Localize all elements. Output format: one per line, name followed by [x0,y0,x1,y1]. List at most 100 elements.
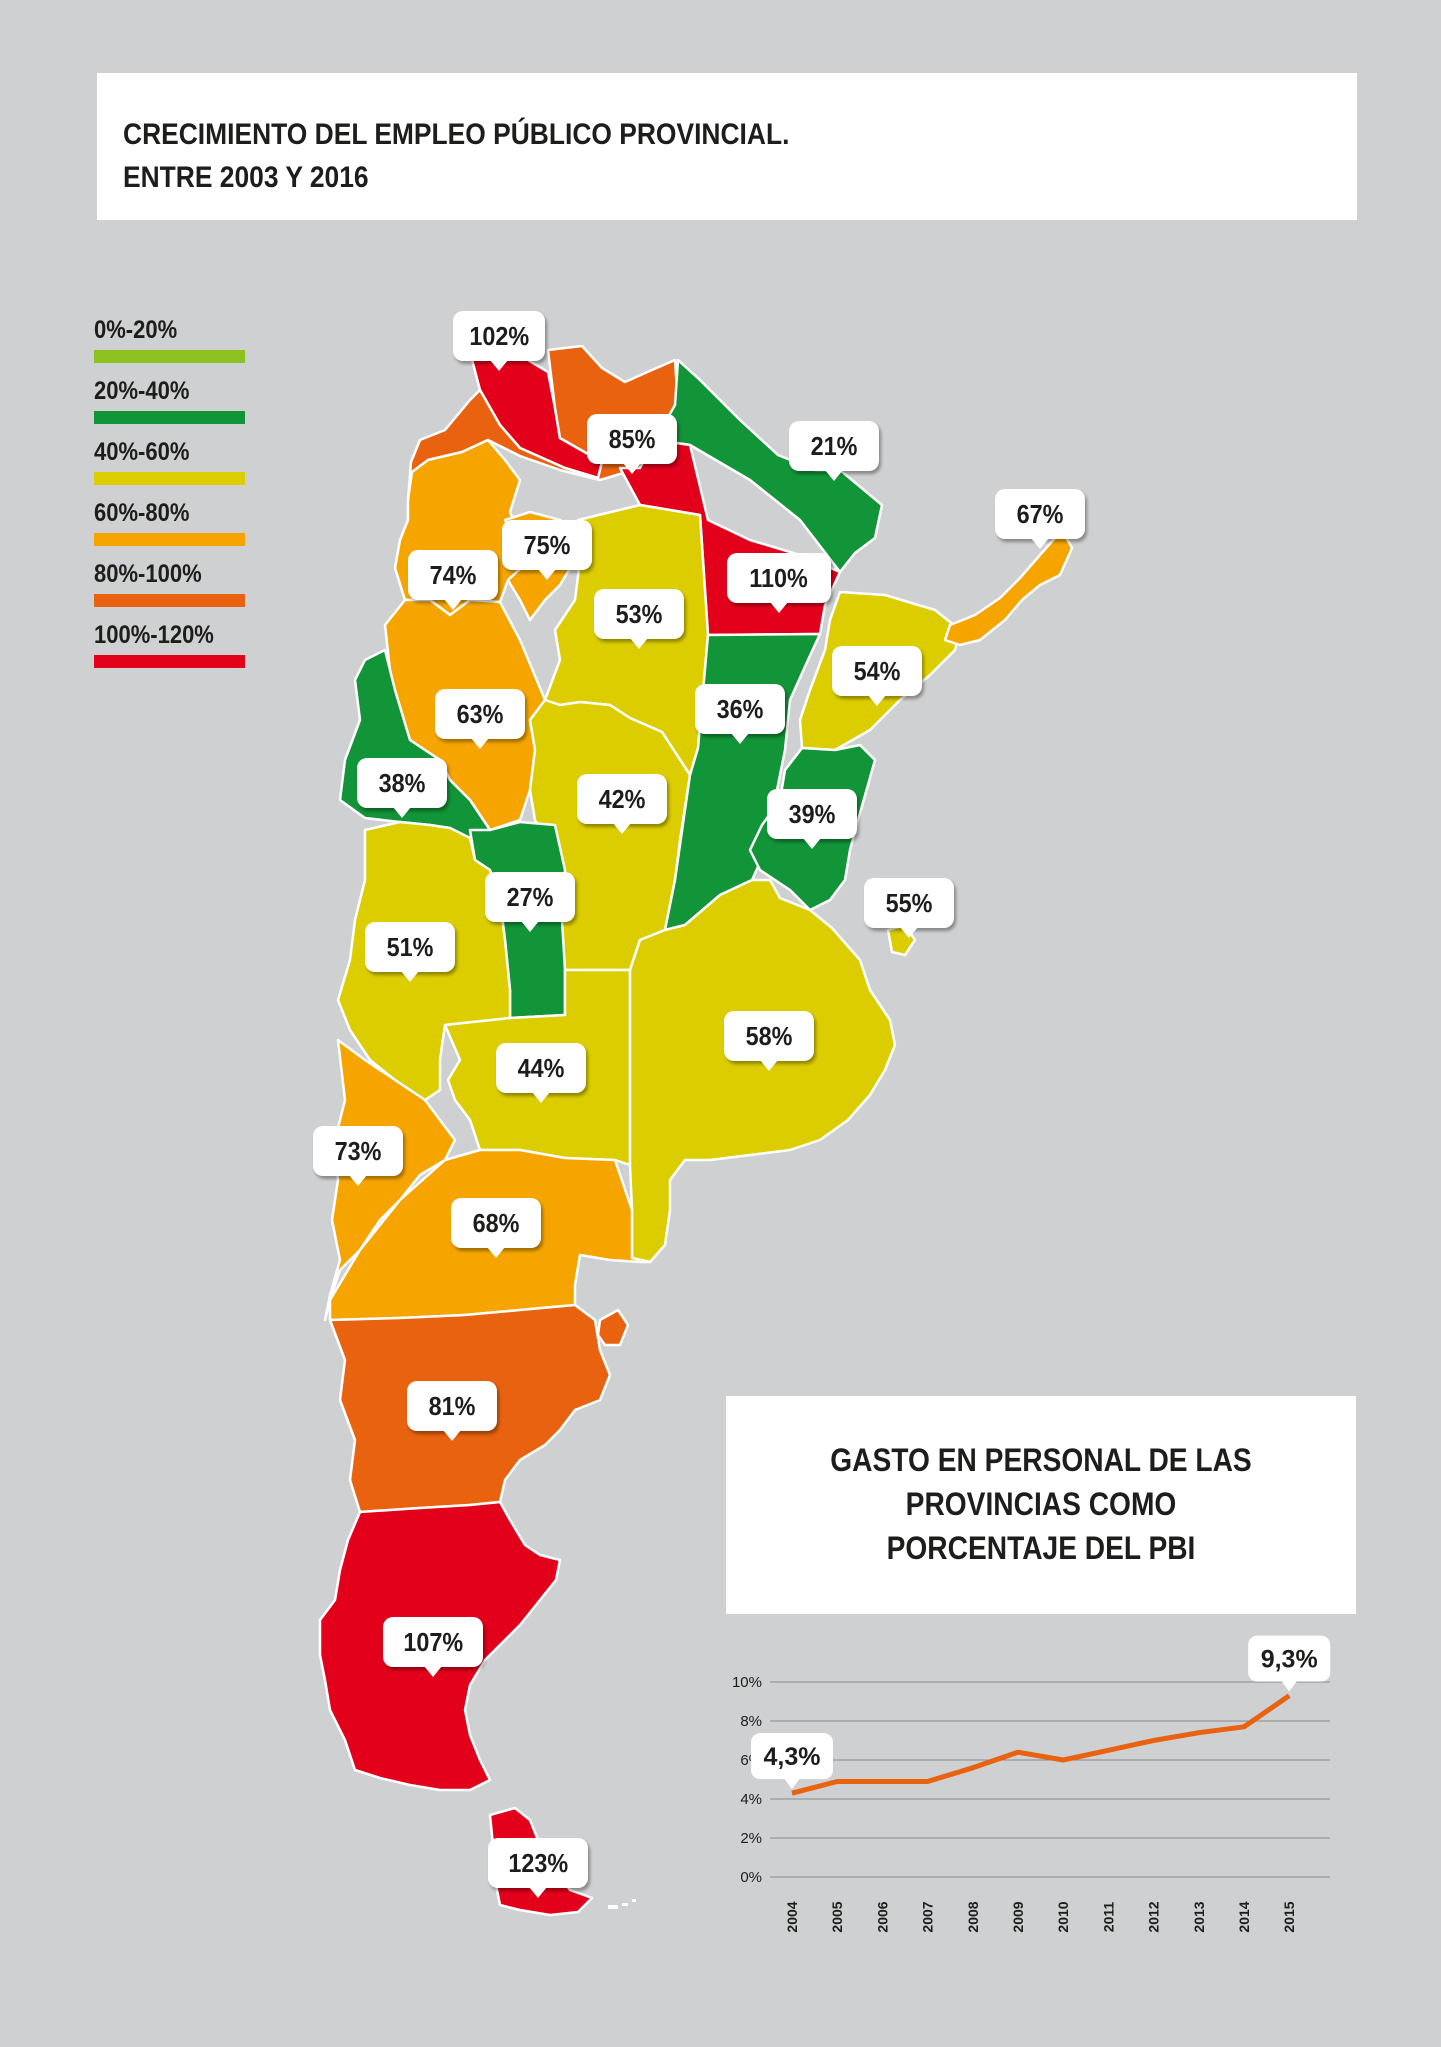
badge-tierra-del-fuego: 123% [488,1838,588,1898]
x-axis-ticks: 2004 2005 2006 2007 2008 2009 2010 2011 2012 2013… [784,1901,1297,1932]
callout-pointer [784,1778,800,1790]
legend-item-40-60: 40%-60% [94,437,324,498]
annotation-callout: 9,3% [1248,1635,1331,1692]
chart-title-line-2: PROVINCIAS COMO [905,1486,1177,1522]
legend-swatch [94,533,245,546]
badge-tucuman: 75% [502,520,592,580]
badge-rio-negro: 68% [451,1198,541,1258]
badge-value: 107% [403,1627,463,1657]
badge-corrientes: 54% [832,646,922,706]
badge-cordoba: 42% [577,774,667,834]
chart-title-box: GASTO EN PERSONAL DE LAS PROVINCIAS COMO… [726,1396,1356,1614]
y-axis-ticks: 0%2%4%6%8%10% [732,1674,762,1886]
callout-pointer [1281,1680,1298,1692]
badge-value: 85% [608,424,656,454]
legend: 0%-20% 20%-40% 40%-60% 60%-80% 80%-100% … [94,315,324,681]
chart-title-line-3: PORCENTAJE DEL PBI [886,1530,1196,1566]
legend-label: 60%-80% [94,499,190,527]
badge-entre-rios: 39% [767,789,857,849]
x-tick-label: 2006 [874,1901,890,1932]
x-tick-label: 2012 [1146,1901,1162,1932]
badge-misiones: 21% [789,421,879,481]
badge-value: 68% [472,1208,520,1238]
badge-value: 27% [506,882,554,912]
badge-mendoza: 51% [365,922,455,982]
callout-label: 9,3% [1261,1646,1318,1674]
x-tick-label: 2009 [1010,1901,1026,1932]
badge-value: 54% [853,656,901,686]
island [632,1899,636,1902]
callout-box [1248,1635,1331,1682]
legend-swatch [94,350,245,363]
callout-label: 4,3% [764,1743,821,1771]
legend-item-0-20: 0%-20% [94,315,324,376]
badge-value: 44% [517,1053,565,1083]
badge-value: 123% [508,1848,568,1878]
x-tick-label: 2005 [829,1901,845,1932]
legend-item-20-40: 20%-40% [94,376,324,437]
y-tick-label: 10% [732,1674,762,1691]
map-title-line-1: CRECIMIENTO DEL EMPLEO PÚBLICO PROVINCIA… [123,118,790,151]
island [608,1905,618,1909]
badge-salta: 85% [587,414,677,474]
series-line [791,1693,1291,1796]
badge-value: 58% [745,1021,793,1051]
badge-catamarca: 74% [408,550,498,610]
badge-value: 39% [788,799,836,829]
legend-swatch [94,655,245,668]
chart-title-line-1: GASTO EN PERSONAL DE LAS [830,1442,1252,1478]
badge-value: 53% [615,599,663,629]
badge-value: 75% [523,530,571,560]
badge-value: 38% [378,768,426,798]
x-tick-label: 2015 [1281,1901,1297,1932]
badge-value: 51% [386,932,434,962]
title-box: CRECIMIENTO DEL EMPLEO PÚBLICO PROVINCIA… [97,73,1357,220]
x-tick-label: 2011 [1100,1902,1116,1933]
callout-box [751,1733,833,1780]
island [622,1903,628,1906]
badge-la-pampa: 44% [496,1043,586,1103]
x-tick-label: 2008 [965,1901,981,1932]
legend-swatch [94,411,245,424]
legend-item-100-120: 100%-120% [94,620,324,681]
badge-caba: 55% [864,878,954,938]
badge-buenos-aires: 58% [724,1011,814,1071]
y-tick-label: 4% [740,1791,762,1808]
x-tick-label: 2007 [920,1901,936,1932]
badge-value: 21% [810,431,858,461]
badge-santa-fe: 36% [695,684,785,744]
province-chubut-peninsula [596,1308,630,1347]
legend-label: 100%-120% [94,621,214,649]
badge-value: 102% [469,321,529,351]
badge-value: 42% [598,784,646,814]
legend-swatch [94,594,245,607]
annotations: 4,3% 9,3% [751,1635,1331,1790]
badge-chubut: 81% [407,1381,497,1441]
badge-san-luis: 27% [485,872,575,932]
badge-ne-region: 67% [995,489,1085,549]
x-tick-label: 2010 [1055,1901,1071,1932]
badge-value: 110% [749,563,809,593]
badge-santa-cruz: 107% [383,1617,483,1677]
annotation-callout: 4,3% [751,1733,833,1790]
badge-value: 67% [1016,499,1064,529]
badge-value: 55% [885,888,933,918]
legend-item-60-80: 60%-80% [94,498,324,559]
badge-value: 73% [334,1136,382,1166]
legend-swatch [94,472,245,485]
legend-label: 40%-60% [94,438,190,466]
y-tick-label: 0% [740,1869,762,1886]
x-tick-label: 2014 [1236,1901,1252,1932]
legend-label: 0%-20% [94,316,178,344]
badge-santiago: 53% [594,589,684,649]
y-tick-label: 2% [740,1830,762,1847]
legend-label: 80%-100% [94,560,202,588]
map-title-line-2: ENTRE 2003 Y 2016 [123,161,369,194]
x-tick-label: 2004 [784,1901,800,1932]
badge-jujuy: 102% [453,311,545,371]
legend-label: 20%-40% [94,377,190,405]
islands [608,1899,636,1909]
badge-formosa: 110% [727,553,831,613]
badge-value: 74% [429,560,477,590]
badge-san-juan: 38% [357,758,447,818]
